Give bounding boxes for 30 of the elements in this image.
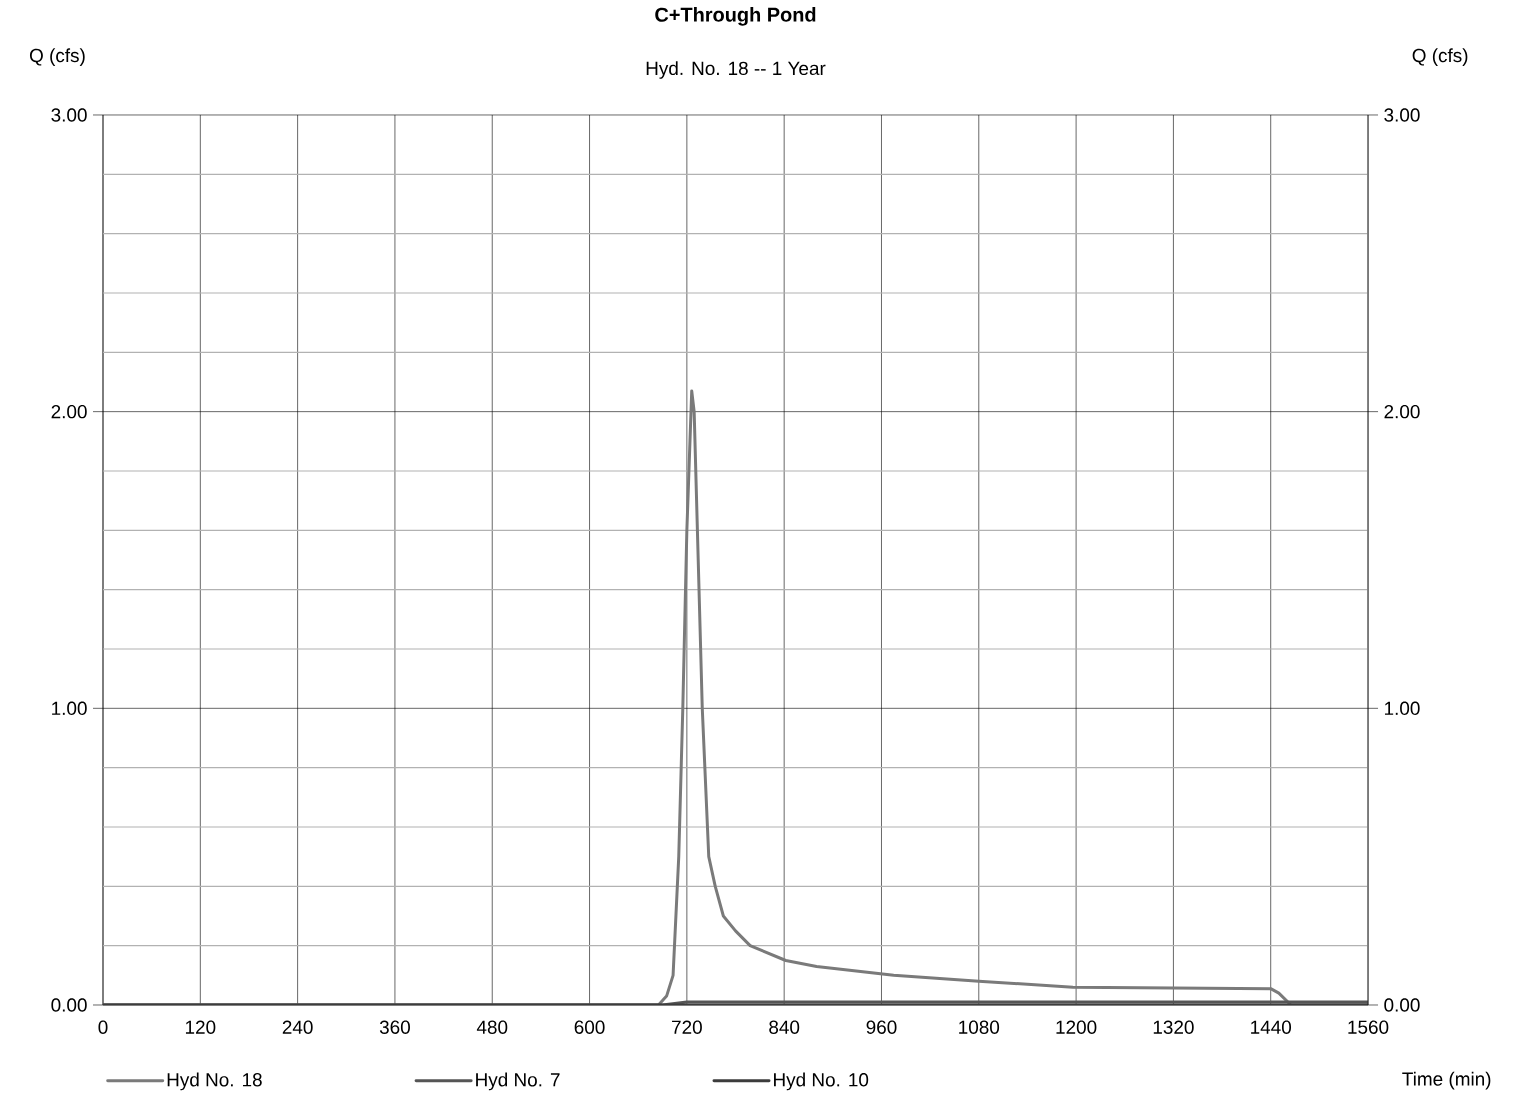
x-tick-label: 960 bbox=[866, 1020, 897, 1034]
y2-tick-label: 2.00 bbox=[1384, 404, 1420, 419]
legend-label: Hyd No. 10 bbox=[774, 1072, 869, 1091]
x-tick-label: 720 bbox=[672, 1020, 702, 1034]
x-tick-label: 600 bbox=[574, 1020, 605, 1034]
chart-subtitle: Hyd. No. 18 -- 1 Year bbox=[646, 61, 826, 79]
x-tick-label: 1080 bbox=[959, 1020, 1000, 1034]
y-tick-label: 0.00 bbox=[51, 998, 87, 1012]
y-tick-label: 3.00 bbox=[51, 108, 87, 122]
x-tick-label: 0 bbox=[98, 1020, 108, 1034]
x-tick-label: 240 bbox=[282, 1020, 313, 1034]
y-axis-title: Q (cfs) bbox=[29, 48, 85, 66]
x-axis-title: Time (min) bbox=[1402, 1071, 1491, 1090]
x-tick-label: 1560 bbox=[1348, 1020, 1389, 1034]
legend-label: Hyd No. 18 bbox=[167, 1072, 262, 1091]
y-tick-label: 1.00 bbox=[52, 701, 87, 716]
y2-tick-label: 3.00 bbox=[1384, 108, 1420, 122]
y2-axis-title: Q (cfs) bbox=[1412, 48, 1468, 66]
x-tick-label: 360 bbox=[379, 1020, 410, 1034]
x-tick-label: 1200 bbox=[1056, 1020, 1097, 1034]
x-tick-label: 1440 bbox=[1251, 1020, 1292, 1034]
x-tick-label: 120 bbox=[185, 1020, 216, 1034]
y2-tick-label: 1.00 bbox=[1384, 701, 1420, 716]
legend-label: Hyd No. 7 bbox=[476, 1072, 560, 1091]
chart-title: C+Through Pond bbox=[655, 7, 816, 26]
x-tick-label: 480 bbox=[476, 1020, 508, 1034]
x-tick-label: 1320 bbox=[1153, 1020, 1194, 1034]
y-tick-label: 2.00 bbox=[51, 404, 87, 419]
y2-tick-label: 0.00 bbox=[1384, 998, 1420, 1012]
x-tick-label: 840 bbox=[769, 1020, 800, 1034]
